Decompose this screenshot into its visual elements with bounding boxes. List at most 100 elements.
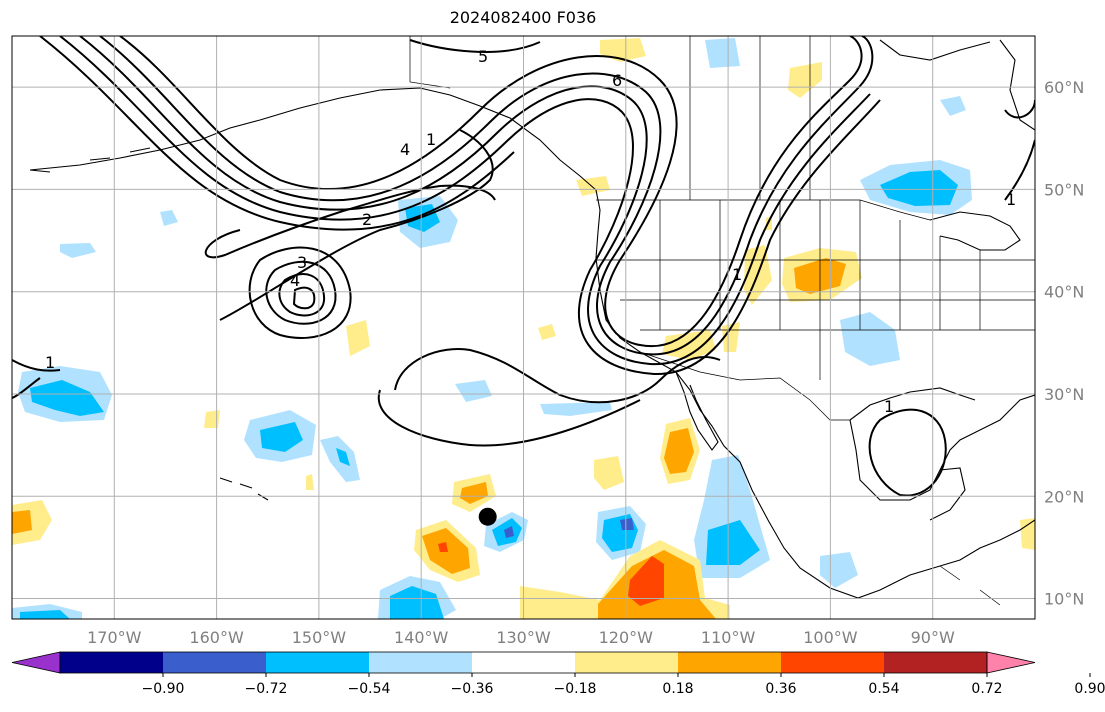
colorbar-segment bbox=[472, 652, 576, 673]
contour-line bbox=[278, 273, 326, 317]
lat-tick-label: 60°N bbox=[1044, 78, 1084, 97]
colorbar-segment bbox=[884, 652, 988, 673]
coastline-layer bbox=[29, 39, 1035, 599]
shaded-region bbox=[576, 176, 610, 196]
shaded-region bbox=[706, 520, 760, 565]
shaded-region bbox=[880, 170, 958, 206]
chart-title: 2024082400 F036 bbox=[449, 8, 597, 27]
colorbar-label: −0.18 bbox=[554, 681, 597, 697]
shaded-region bbox=[460, 482, 488, 504]
shaded-region bbox=[390, 586, 444, 619]
colorbar: −0.90 −0.72 −0.54 −0.36 −0.18 0.18 0.36 0.54 0.7… bbox=[11, 651, 1105, 697]
lat-tick-label: 50°N bbox=[1044, 180, 1084, 199]
lon-tick-label: 120°W bbox=[599, 628, 654, 647]
colorbar-label: −0.72 bbox=[245, 681, 288, 697]
contour-line bbox=[377, 389, 641, 447]
contour-line bbox=[1004, 99, 1035, 119]
lon-tick-label: 160°W bbox=[189, 628, 244, 647]
contour-label: 2 bbox=[362, 210, 372, 229]
shaded-region bbox=[336, 448, 350, 466]
contour-label: 3 bbox=[297, 253, 307, 272]
colorbar-frame bbox=[59, 651, 988, 674]
colorbar-label: 0.72 bbox=[971, 681, 1002, 697]
colorbar-segment bbox=[575, 652, 679, 673]
contour-line bbox=[1004, 139, 1035, 201]
border-alaska bbox=[409, 36, 451, 89]
contour-line bbox=[219, 129, 494, 321]
coastline-hudson bbox=[879, 39, 991, 61]
contour-label: 1 bbox=[884, 397, 894, 416]
lat-tick-label: 30°N bbox=[1044, 385, 1084, 404]
shaded-region bbox=[1020, 518, 1035, 550]
shaded-region bbox=[628, 556, 664, 606]
shaded-region bbox=[20, 610, 70, 619]
lon-tick-label: 90°W bbox=[911, 628, 955, 647]
border-central-america bbox=[939, 565, 1001, 606]
lon-tick-label: 170°W bbox=[87, 628, 142, 647]
shaded-region bbox=[722, 322, 740, 352]
shaded-region bbox=[455, 380, 492, 402]
lat-tick-label: 10°N bbox=[1044, 590, 1084, 609]
shaded-region bbox=[538, 324, 556, 340]
lat-tick-label: 40°N bbox=[1044, 283, 1084, 302]
coastline-canada-east bbox=[999, 39, 1035, 131]
border-provinces bbox=[689, 36, 811, 200]
colorbar-label: −0.54 bbox=[348, 681, 391, 697]
contour-label: 6 bbox=[612, 71, 622, 90]
contour-line bbox=[394, 348, 721, 404]
colorbar-segment bbox=[678, 652, 782, 673]
shaded-region bbox=[664, 428, 694, 474]
contour-label: 1 bbox=[1006, 190, 1016, 209]
colorbar-segment bbox=[60, 652, 164, 673]
shaded-region bbox=[594, 456, 624, 490]
lon-tick-label: 140°W bbox=[394, 628, 449, 647]
shaded-region bbox=[940, 96, 966, 116]
lon-tick-label: 100°W bbox=[803, 628, 858, 647]
colorbar-extend-low bbox=[11, 651, 61, 674]
map-frame bbox=[11, 35, 1036, 620]
contour-label: 5 bbox=[478, 47, 488, 66]
shaded-region bbox=[438, 542, 448, 552]
coastline-gulf-north bbox=[849, 387, 976, 421]
graticule bbox=[12, 36, 1035, 619]
colorbar-label: 0.54 bbox=[868, 681, 899, 697]
contour-line bbox=[59, 36, 881, 376]
shaded-region bbox=[504, 526, 514, 538]
coastline-gulf bbox=[849, 394, 1035, 501]
contour-line bbox=[248, 246, 352, 339]
coastline-greatlakes bbox=[929, 211, 1021, 251]
shaded-region bbox=[204, 410, 220, 428]
colorbar-segment bbox=[781, 652, 885, 673]
contour-line bbox=[292, 286, 316, 310]
colorbar-extend-high bbox=[986, 651, 1036, 674]
coastline-aleutians bbox=[29, 147, 151, 173]
shaded-region bbox=[30, 380, 104, 416]
shaded-region bbox=[306, 474, 314, 490]
colorbar-label: 0.18 bbox=[662, 681, 693, 697]
shaded-region bbox=[662, 330, 716, 360]
contour-line bbox=[868, 408, 947, 497]
contour-label: 4 bbox=[400, 140, 410, 159]
lon-tick-label: 130°W bbox=[496, 628, 551, 647]
shaded-region bbox=[705, 38, 740, 68]
contour-line bbox=[79, 36, 871, 366]
border-us-mexico bbox=[639, 351, 850, 421]
lon-tick-label: 110°W bbox=[701, 628, 756, 647]
contour-label-layer: 5 6 4 1 2 3 4 1 1 1 1 bbox=[45, 47, 1016, 416]
coastline-hawaii bbox=[219, 477, 269, 501]
contour-label: 1 bbox=[426, 130, 436, 149]
coastline-yucatan bbox=[929, 467, 966, 521]
shaded-region bbox=[840, 312, 900, 366]
coastline-mexico-gulf bbox=[939, 519, 1035, 567]
state-border-layer bbox=[409, 36, 1035, 606]
shaded-region bbox=[540, 402, 612, 416]
contour-line bbox=[409, 39, 541, 53]
shaded-region bbox=[12, 510, 32, 534]
shaded-region bbox=[346, 320, 370, 356]
contour-line bbox=[39, 36, 515, 231]
shaded-region bbox=[60, 243, 96, 258]
colorbar-label: 0.90 bbox=[1074, 681, 1105, 697]
colorbar-label: −0.90 bbox=[142, 681, 185, 697]
colorbar-segment bbox=[369, 652, 473, 673]
colorbar-segment bbox=[163, 652, 267, 673]
